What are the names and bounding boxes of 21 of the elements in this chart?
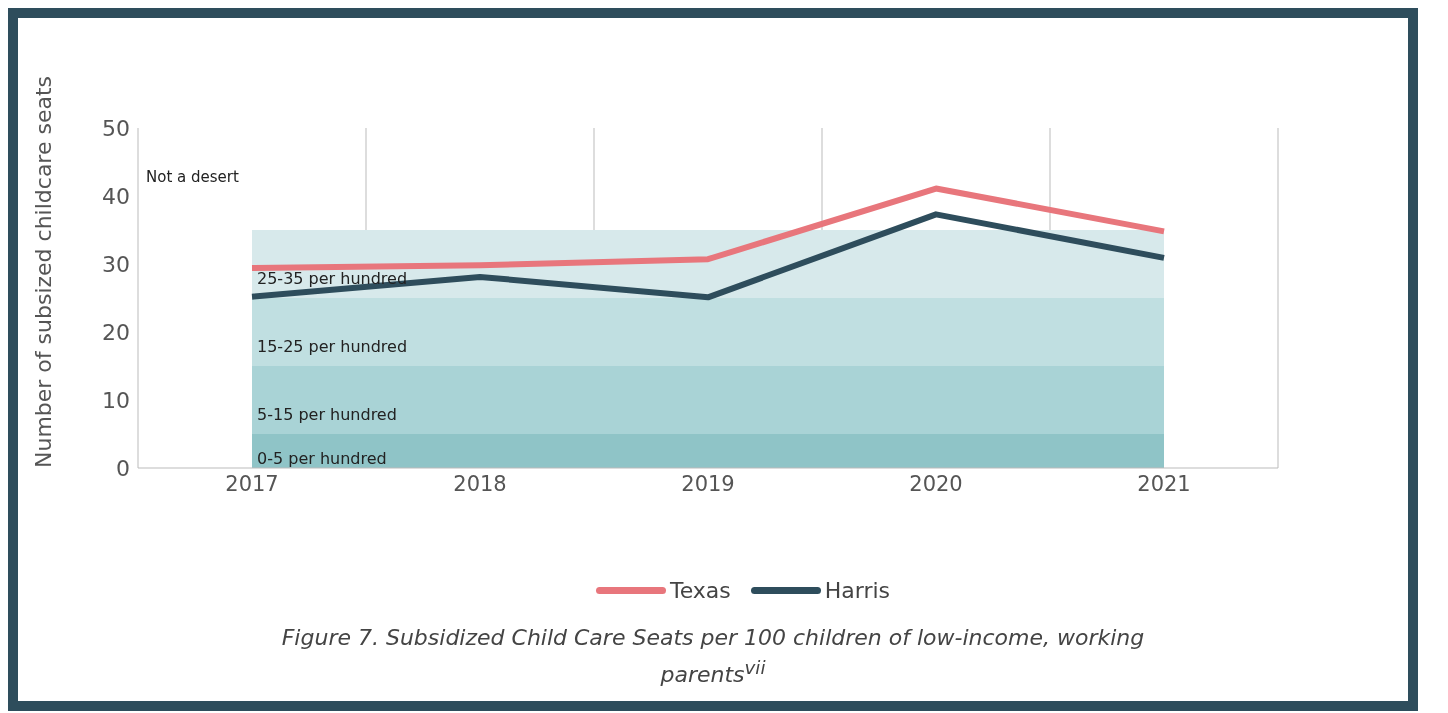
band-label: 15-25 per hundred <box>257 336 408 356</box>
y-tick-label: 20 <box>102 319 130 345</box>
x-tick-label: 2021 <box>1137 471 1191 496</box>
legend-label: Harris <box>824 578 891 603</box>
band-label: 0-5 per hundred <box>257 448 387 468</box>
band-label: 25-35 per hundred <box>257 268 408 288</box>
y-tick-label: 0 <box>116 455 130 481</box>
y-axis-title: Number of subsized childcare seats <box>30 75 56 468</box>
caption: Figure 7. Subsidized Child Care Seats per 100 children of low-income, working parents$^{vii}$ <box>280 624 1146 690</box>
y-tick-label: 50 <box>102 115 130 141</box>
x-tick-label: 2017 <box>225 471 279 496</box>
x-tick-label: 2019 <box>681 471 735 496</box>
x-tick-label: 2018 <box>453 471 507 496</box>
text: Not a desert <box>146 168 239 186</box>
y-tick-label: 10 <box>102 387 130 413</box>
x-tick-label: 2020 <box>909 471 963 496</box>
y-tick-label: 30 <box>102 251 130 277</box>
legend-label: Texas <box>669 578 731 603</box>
y-tick-label: 40 <box>102 183 130 209</box>
band-label: 5-15 per hundred <box>257 404 397 424</box>
page-frame: Not a desert 25-35 per hundred 15-25 per hundred 5-15 per hundred 0-5 per hundred 2017 2018 2019 2020 2021 0 10 20 30 40 50 Number of subsized childcare seats Texas Harris Figure 7. Subsidized Child Care Seats per 100 children of low-income, working parents$^{vii}$ <box>8 8 1418 712</box>
